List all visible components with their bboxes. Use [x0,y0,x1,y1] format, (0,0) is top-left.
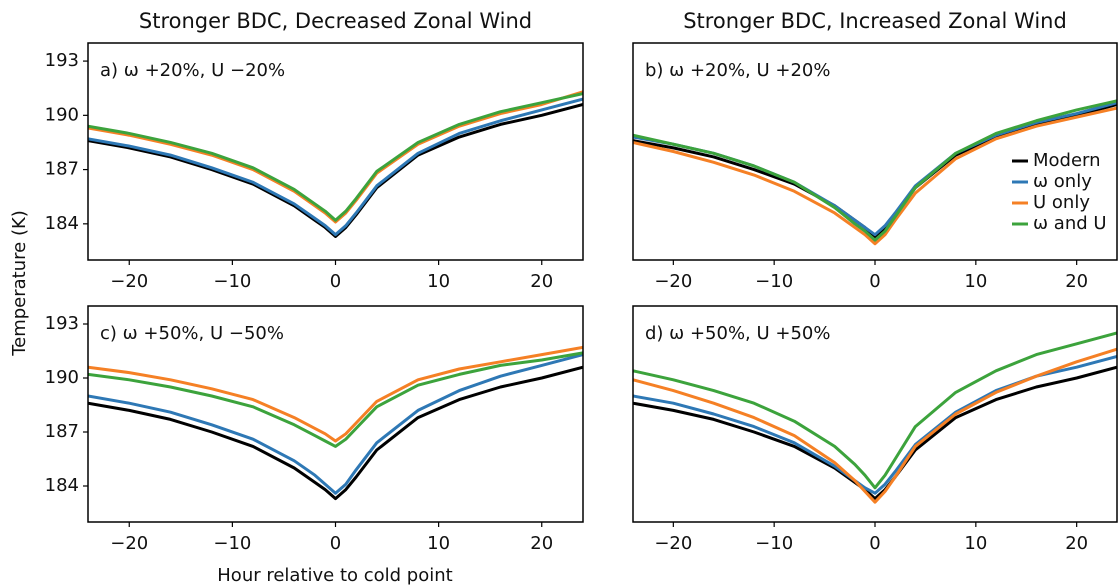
x-tick-label: 20 [530,533,553,554]
data-line [88,351,583,448]
x-tick-label: 10 [427,271,450,292]
x-tick-label: −10 [755,271,793,292]
plot-area [633,331,1117,504]
panel-title: Stronger BDC, Decreased Zonal Wind [139,9,532,33]
data-line [88,345,583,443]
data-line [633,99,1117,242]
legend-label: U only [1033,192,1090,213]
data-line [88,90,583,224]
data-line [633,347,1117,504]
panel-annotation: d) ω +50%, U +50% [645,323,830,344]
plot-area [633,99,1117,246]
x-tick-label: 0 [330,271,341,292]
y-tick-label: 193 [45,50,79,71]
y-tick-label: 193 [45,313,79,334]
data-line [633,103,1117,238]
x-tick-label: −20 [654,271,692,292]
y-tick-label: 184 [45,475,79,496]
data-line [88,365,583,501]
x-tick-label: −20 [110,533,148,554]
x-tick-label: −20 [110,271,148,292]
x-tick-label: −20 [654,533,692,554]
legend-label: Modern [1033,150,1101,171]
y-tick-label: 187 [45,159,79,180]
x-tick-label: 10 [427,533,450,554]
x-axis-label: Hour relative to cold point [217,565,452,586]
data-line [88,353,583,495]
data-line [633,365,1117,501]
x-tick-label: 0 [330,533,341,554]
y-tick-label: 184 [45,213,79,234]
panel-annotation: c) ω +50%, U −50% [100,323,284,344]
panel-annotation: b) ω +20%, U +20% [645,60,830,81]
plot-area [88,90,583,238]
x-tick-label: 20 [1065,271,1088,292]
x-tick-label: 20 [530,271,553,292]
x-tick-label: 0 [869,533,880,554]
x-tick-label: −10 [755,533,793,554]
y-tick-label: 187 [45,421,79,442]
legend-label: ω only [1033,171,1092,192]
data-line [88,97,583,237]
data-line [633,331,1117,490]
x-tick-label: 0 [869,271,880,292]
data-line [633,354,1117,495]
y-tick-label: 190 [45,367,79,388]
panel-annotation: a) ω +20%, U −20% [100,60,285,81]
x-tick-label: −10 [213,271,251,292]
legend-label: ω and U [1033,213,1107,234]
data-line [633,106,1117,246]
x-tick-label: 10 [964,271,987,292]
y-tick-label: 190 [45,104,79,125]
y-axis-label: Temperature (K) [9,210,30,357]
data-line [88,103,583,238]
x-tick-label: −10 [213,533,251,554]
x-tick-label: 20 [1065,533,1088,554]
data-line [88,92,583,222]
panel-title: Stronger BDC, Increased Zonal Wind [683,9,1067,33]
x-tick-label: 10 [964,533,987,554]
plot-area [88,345,583,501]
